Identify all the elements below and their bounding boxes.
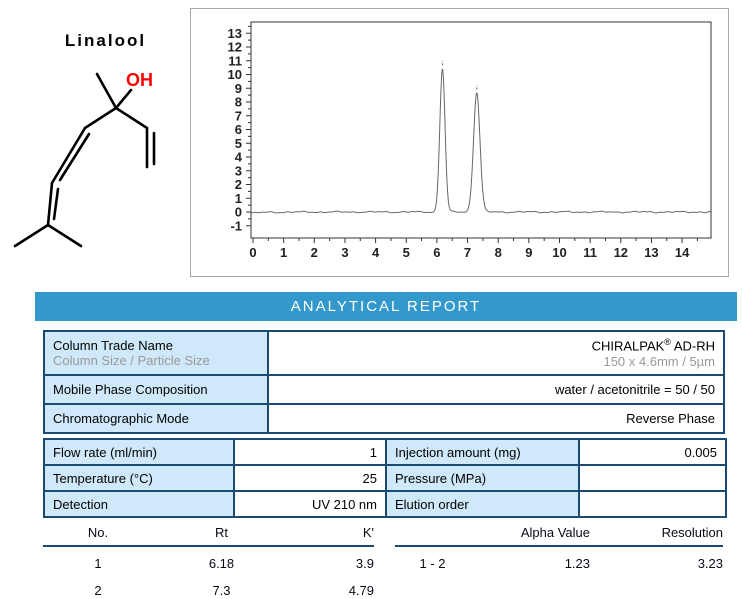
col-header-resolution: Resolution (590, 522, 723, 547)
param-label: Pressure (MPa) (385, 464, 580, 492)
condition-label: Mobile Phase Composition (43, 374, 269, 405)
condition-label-cell: Column Trade Name Column Size / Particle… (43, 330, 269, 376)
condition-value: water / acetonitrile = 50 / 50 (267, 374, 725, 405)
svg-text:-1: -1 (230, 218, 242, 233)
svg-text:1: 1 (235, 191, 242, 206)
condition-label: Chromatographic Mode (43, 403, 269, 434)
svg-text:5: 5 (235, 136, 242, 151)
condition-sublabel: Column Size / Particle Size (53, 353, 210, 368)
svg-text:6: 6 (433, 245, 440, 260)
svg-text:4: 4 (235, 150, 243, 165)
separation-results-table: Alpha Value Resolution 1 - 2 1.23 3.23 (395, 522, 723, 574)
parameters-table: Flow rate (ml/min) 1 Injection amount (m… (43, 438, 727, 518)
svg-text:6: 6 (235, 122, 242, 137)
peak-kprime: 4.79 (348, 583, 374, 598)
registered-mark: ® (664, 337, 671, 348)
molecule-bonds (13, 72, 156, 248)
svg-text:9: 9 (525, 245, 532, 260)
table-row: 1 6.18 3.9 (43, 546, 374, 574)
svg-text:8: 8 (495, 245, 502, 260)
param-label: Elution order (385, 490, 580, 518)
svg-text:0: 0 (235, 205, 242, 220)
svg-text:3: 3 (235, 163, 242, 178)
resolution-value: 3.23 (697, 556, 723, 571)
report-banner: ANALYTICAL REPORT (35, 292, 737, 321)
param-label: Flow rate (ml/min) (43, 438, 235, 466)
param-label: Detection (43, 490, 235, 518)
col-header-alpha: Alpha Value (470, 522, 590, 547)
svg-text:7: 7 (235, 108, 242, 123)
svg-text:2: 2 (311, 245, 318, 260)
table-row: 2 7.3 4.79 (43, 574, 374, 599)
condition-label: Column Trade Name (53, 338, 173, 353)
param-label: Injection amount (mg) (385, 438, 580, 466)
peak-rt: 6.18 (208, 556, 235, 571)
column-trade-name-value: CHIRALPAK® AD-RH (591, 337, 715, 354)
col-header-rt: Rt (153, 522, 290, 547)
condition-value-cell: CHIRALPAK® AD-RH 150 x 4.6mm / 5µm (267, 330, 725, 376)
svg-text:11: 11 (228, 53, 242, 68)
svg-text:9: 9 (235, 81, 242, 96)
conditions-table: Column Trade Name Column Size / Particle… (43, 330, 725, 434)
table-row: Chromatographic Mode Reverse Phase (43, 403, 725, 434)
svg-text:10: 10 (228, 67, 242, 82)
peak-no: 2 (94, 583, 102, 598)
param-value: UV 210 nm (233, 490, 387, 518)
molecule-structure-drawing: OH (13, 70, 156, 248)
param-value: 25 (233, 464, 387, 492)
table-header-row: No. Rt K' (43, 522, 374, 547)
svg-text:4: 4 (372, 245, 380, 260)
table-row: 1 - 2 1.23 3.23 (395, 546, 723, 574)
svg-text:11: 11 (583, 245, 597, 260)
alpha-value: 1.23 (564, 556, 590, 571)
svg-text:10: 10 (552, 245, 566, 260)
param-value (578, 490, 727, 518)
param-label: Temperature (°C) (43, 464, 235, 492)
param-value (578, 464, 727, 492)
svg-text:13: 13 (228, 26, 242, 41)
table-row: Column Trade Name Column Size / Particle… (43, 330, 725, 376)
svg-text:5: 5 (403, 245, 410, 260)
table-header-row: Alpha Value Resolution (395, 522, 723, 547)
svg-text:7: 7 (464, 245, 471, 260)
param-value: 1 (233, 438, 387, 466)
report-title: ANALYTICAL REPORT (290, 298, 482, 315)
column-size-value: 150 x 4.6mm / 5µm (603, 353, 715, 369)
peak-pair: 1 - 2 (419, 556, 446, 571)
table-row: Mobile Phase Composition water / acetoni… (43, 374, 725, 405)
svg-text:12: 12 (228, 40, 242, 55)
table-row: Detection UV 210 nm Elution order (43, 490, 727, 518)
svg-text:3: 3 (341, 245, 348, 260)
svg-text:13: 13 (644, 245, 658, 260)
col-header-no: No. (43, 522, 153, 547)
svg-text:0: 0 (249, 245, 256, 260)
col-header-blank (395, 522, 470, 547)
molecule-name: Linalool (64, 31, 147, 50)
table-row: Flow rate (ml/min) 1 Injection amount (m… (43, 438, 727, 466)
svg-text:8: 8 (235, 95, 242, 110)
svg-text:14: 14 (675, 245, 690, 260)
svg-text:2: 2 (235, 177, 242, 192)
svg-text:1: 1 (280, 245, 287, 260)
svg-text:12: 12 (614, 245, 628, 260)
param-value: 0.005 (578, 438, 727, 466)
peak-kprime: 3.9 (355, 556, 374, 571)
peak-rt: 7.3 (212, 583, 231, 598)
condition-value: Reverse Phase (267, 403, 725, 434)
peak-results-table: No. Rt K' 1 6.18 3.9 2 7.3 4.79 (43, 522, 374, 599)
table-row: Temperature (°C) 25 Pressure (MPa) (43, 464, 727, 492)
peak-no: 1 (94, 556, 102, 571)
chromatogram-box: 0 1 2 3 4 5 6 7 8 9 10 11 12 13 14 -1 0 1 2 3 4 5 6 7 8 9 10 11 12 13 (190, 8, 729, 277)
hydroxyl-group-label: OH (126, 70, 153, 90)
col-header-kprime: K' (290, 522, 374, 547)
